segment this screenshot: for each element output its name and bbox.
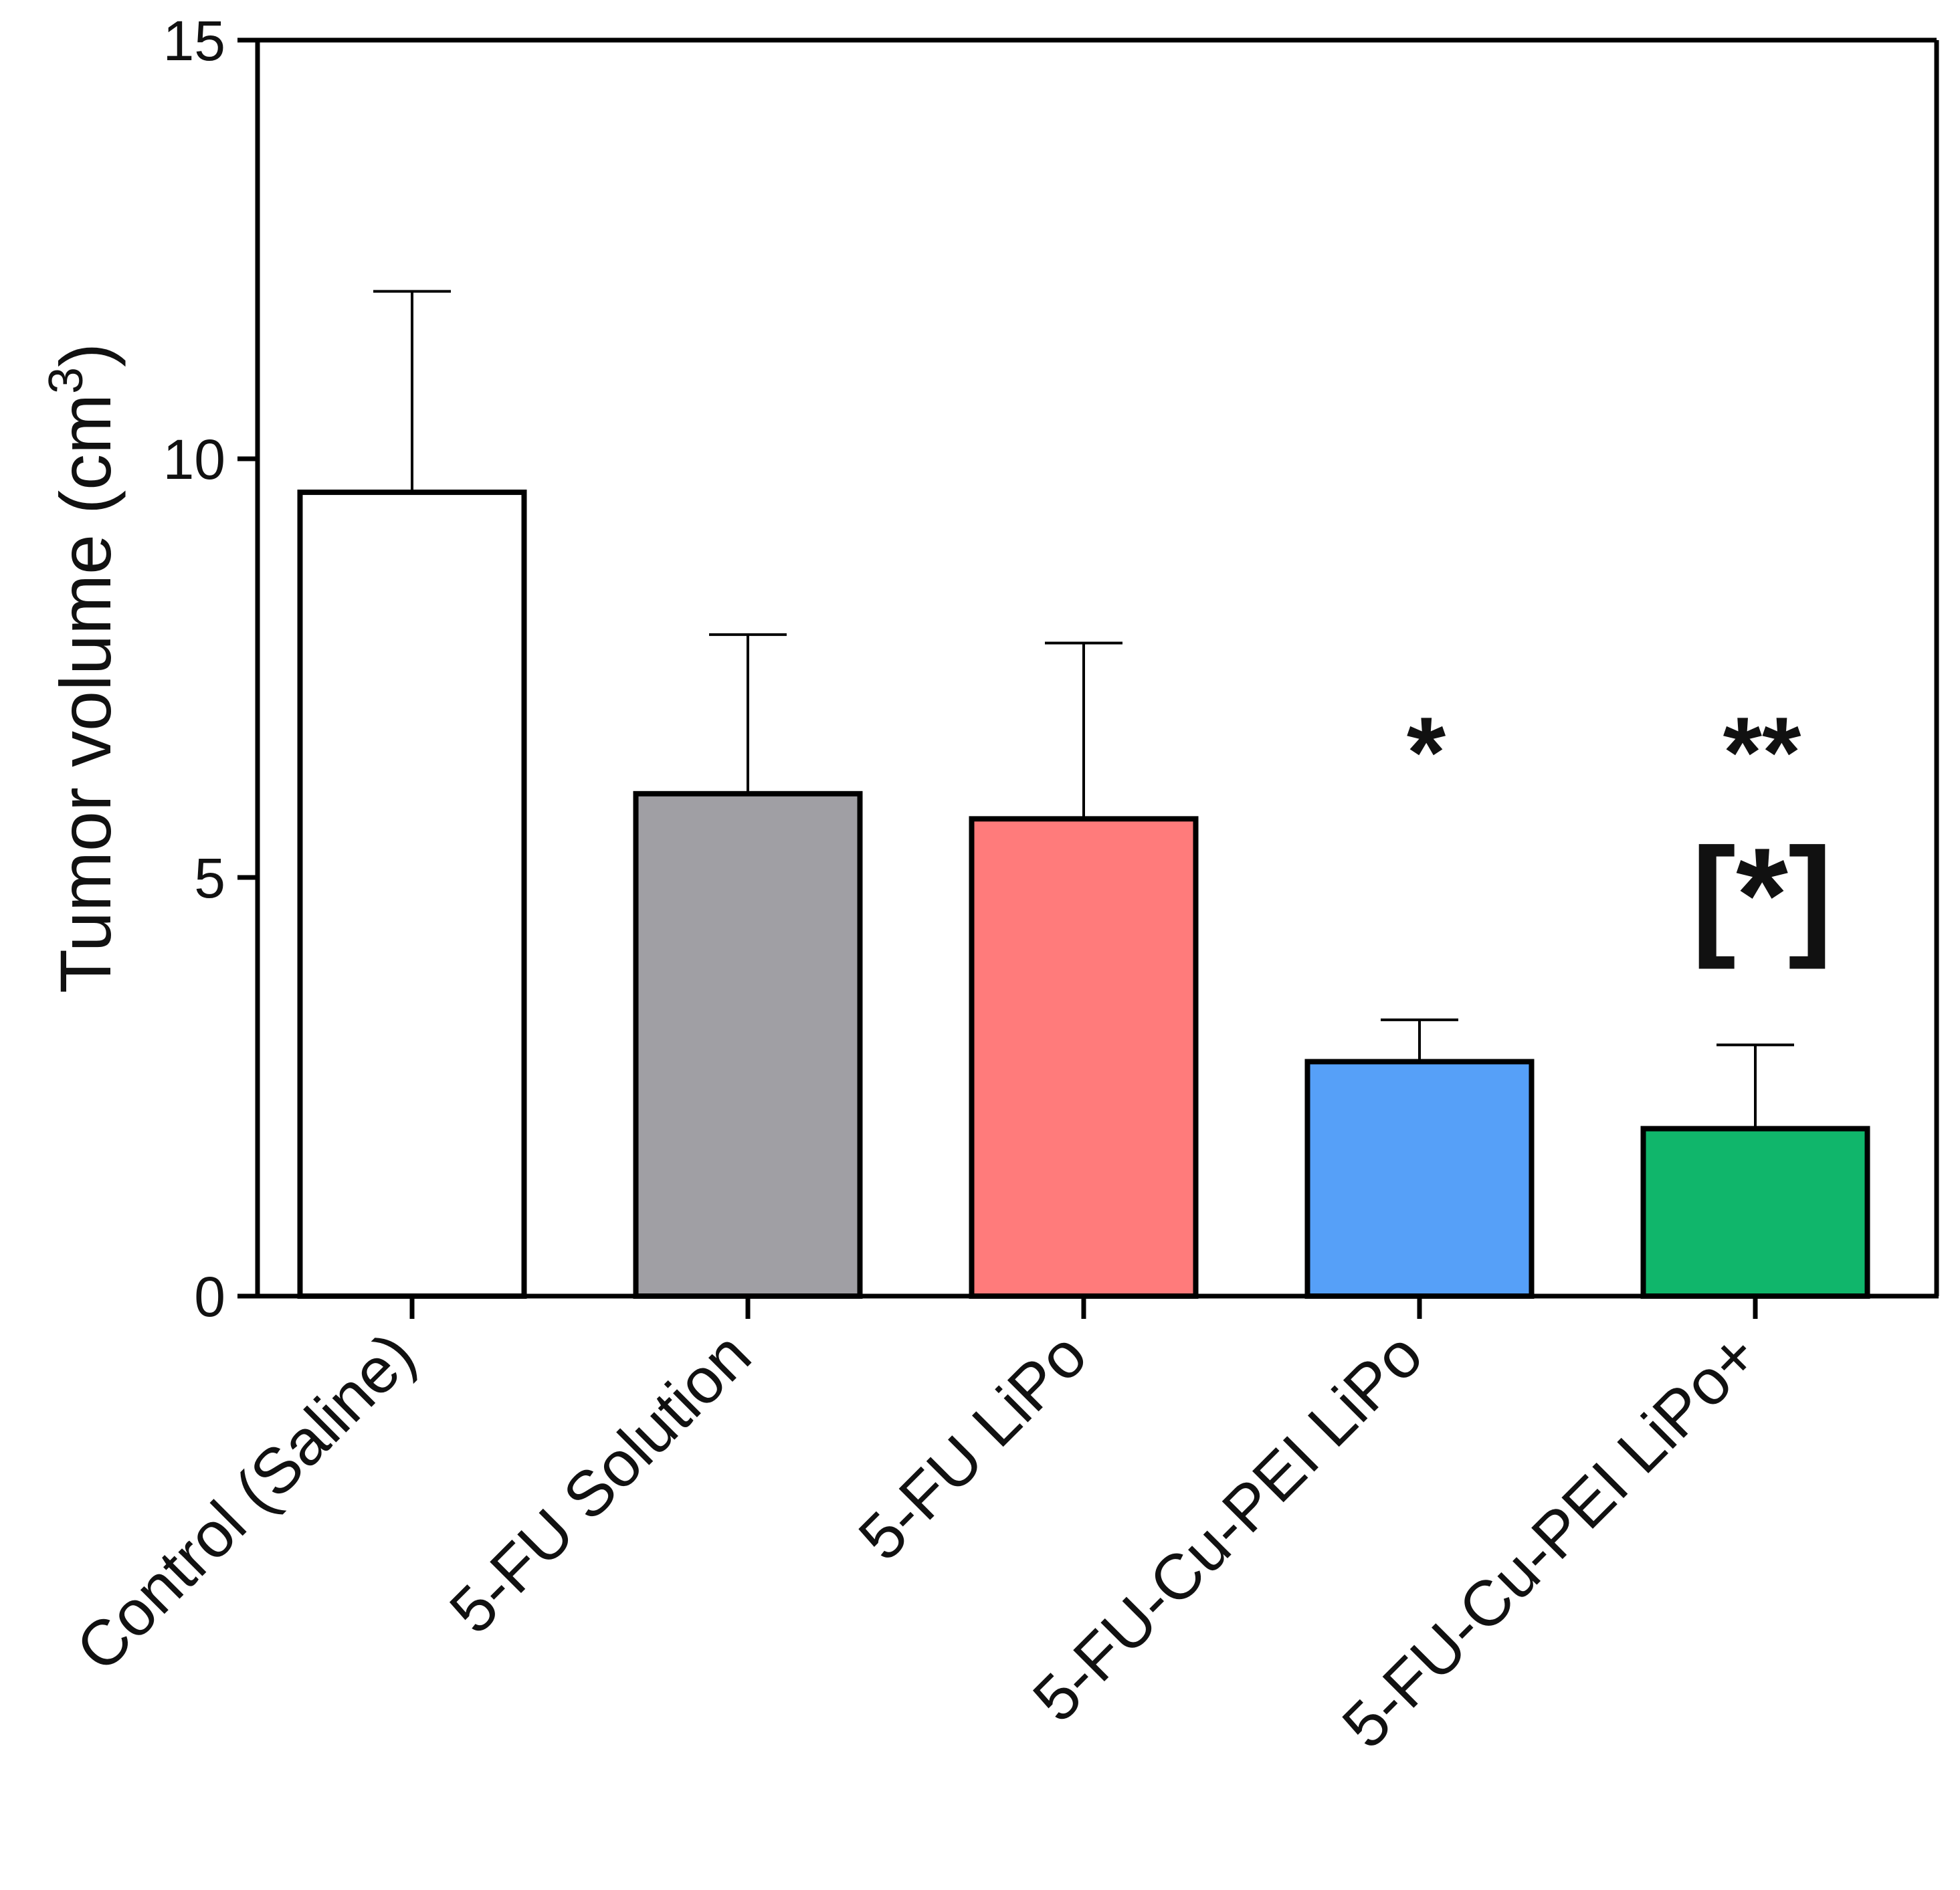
y-tick-label: 10	[163, 428, 225, 491]
y-tick-label: 15	[163, 9, 225, 72]
significance-marker: **	[1723, 696, 1801, 809]
significance-marker: *	[1407, 696, 1446, 809]
y-tick-label: 0	[194, 1265, 225, 1328]
y-axis-label-superscript: 3	[39, 367, 93, 394]
y-tick-label: 5	[194, 847, 225, 910]
x-tick-label: Control (Saline)	[63, 1319, 429, 1685]
bar	[297, 490, 527, 1299]
bar	[1640, 1126, 1870, 1299]
x-tick-label: 5-FU LiPo	[846, 1319, 1100, 1574]
x-tick-label: 5-FU Solution	[436, 1319, 765, 1647]
y-axis-label-close: )	[45, 343, 126, 367]
significance-marker: [*]	[1691, 821, 1832, 970]
bar	[633, 791, 863, 1299]
bar	[969, 816, 1199, 1299]
y-axis-label: Tumor volume (cm3)	[39, 343, 126, 993]
bar	[1304, 1059, 1535, 1299]
y-axis-label-main: Tumor volume (cm	[45, 394, 126, 993]
